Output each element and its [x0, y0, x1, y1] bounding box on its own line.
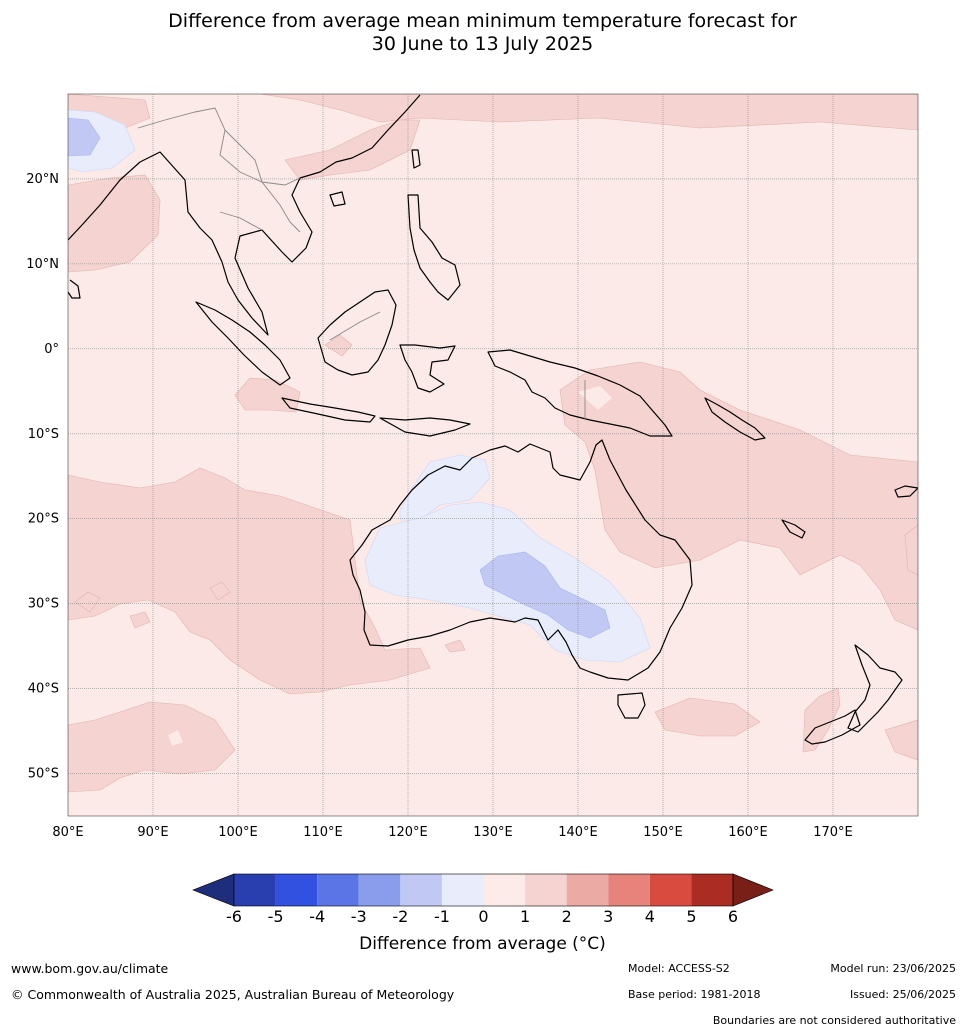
borneo-coastline	[317, 289, 397, 376]
latitude-label: 40°S	[28, 682, 59, 697]
colorbar-title: Difference from average (°C)	[359, 934, 606, 954]
solomon-islands-coastline	[704, 397, 766, 441]
latitude-labels: 20°N 10°N 0° 10°S 20°S 30°S 40°S 50°S	[26, 172, 59, 782]
coastlines	[68, 94, 918, 745]
latitude-label: 20°N	[26, 172, 59, 187]
title-line-1: Difference from average mean minimum tem…	[168, 10, 797, 32]
map-title: Difference from average mean minimum tem…	[0, 10, 965, 56]
model-text: Model: ACCESS-S2	[628, 962, 730, 975]
colorbar-tick-label: -3	[351, 907, 367, 926]
title-line-2: 30 June to 13 July 2025	[371, 33, 594, 55]
australia-coastline	[349, 439, 693, 681]
colorbar-bin	[608, 874, 650, 906]
colorbar-bin	[566, 874, 609, 906]
colorbar-tick-label: 3	[603, 907, 613, 926]
india-coastline	[68, 279, 81, 299]
longitude-label: 140°E	[558, 825, 598, 840]
colorbar-tick-label: 2	[562, 907, 572, 926]
longitude-label: 110°E	[303, 825, 343, 840]
country-borders	[137, 107, 586, 420]
new-zealand-coastline	[804, 644, 903, 745]
anomaly-regions-warm	[68, 94, 918, 793]
colorbar-tick-label: 0	[478, 907, 488, 926]
colorbar-bin	[358, 874, 401, 906]
latitude-label: 10°S	[28, 427, 59, 442]
asia-coastline	[68, 94, 421, 336]
fiji-coastline	[894, 485, 918, 498]
colorbar-bin	[234, 874, 276, 906]
colorbar-frame	[233, 873, 734, 907]
colorbar-tick-label: -2	[392, 907, 408, 926]
lesser-sunda-coastline	[379, 417, 471, 437]
colorbar-bin	[441, 874, 484, 906]
colorbar-bin	[400, 874, 442, 906]
colorbar-extend-high	[732, 873, 774, 907]
issued-text: Issued: 25/06/2025	[849, 988, 956, 1001]
new-caledonia-coastline	[781, 519, 806, 539]
longitude-label: 150°E	[643, 825, 683, 840]
colorbar-tick-label: -1	[434, 907, 450, 926]
sulawesi-coastline	[399, 344, 456, 393]
colorbar-tick-label: 5	[686, 907, 696, 926]
latitude-label: 50°S	[28, 767, 59, 782]
model-run-text: Model run: 23/06/2025	[830, 962, 956, 975]
anomaly-holes	[168, 386, 612, 746]
longitude-label: 80°E	[52, 825, 83, 840]
map-frame	[67, 93, 919, 817]
longitude-label: 90°E	[137, 825, 168, 840]
base-period-text: Base period: 1981-2018	[628, 988, 761, 1001]
new-guinea-coastline	[487, 349, 673, 437]
colorbar-tick-label: -4	[309, 907, 325, 926]
colorbar-bin	[483, 874, 526, 906]
sumatra-coastline	[195, 301, 291, 386]
latitude-label: 30°S	[28, 597, 59, 612]
philippines-coastline	[407, 194, 461, 301]
colorbar-bin	[649, 874, 692, 906]
map-area	[68, 94, 918, 816]
map-gridlines	[68, 94, 918, 816]
colorbar-tick-label: 6	[728, 907, 738, 926]
latitude-label: 20°S	[28, 512, 59, 527]
tasmania-coastline	[617, 692, 646, 719]
longitude-label: 120°E	[388, 825, 428, 840]
taiwan-coastline	[411, 149, 421, 169]
copyright-text: © Commonwealth of Australia 2025, Austra…	[11, 987, 455, 1002]
latitude-label: 0°	[44, 342, 59, 357]
disclaimer-text: Boundaries are not considered authoritat…	[712, 1014, 956, 1027]
colorbar-bin	[691, 874, 733, 906]
anomaly-regions-cold	[68, 117, 611, 639]
longitude-label: 170°E	[813, 825, 853, 840]
longitude-label: 130°E	[473, 825, 513, 840]
colorbar-tick-label: -6	[226, 907, 242, 926]
colorbar-tick-label: 1	[520, 907, 530, 926]
colorbar-tick-label: -5	[268, 907, 284, 926]
latitude-label: 10°N	[26, 257, 59, 272]
colorbar-bin	[275, 874, 318, 906]
java-coastline	[281, 397, 376, 423]
hainan-coastline	[329, 191, 346, 207]
colorbar-bin	[317, 874, 359, 906]
website-link[interactable]: www.bom.gov.au/climate	[11, 961, 169, 976]
longitude-labels: 80°E 90°E 100°E 110°E 120°E 130°E 140°E 150°E 16…	[52, 825, 852, 840]
colorbar-bin	[525, 874, 567, 906]
colorbar-tick-label: 4	[645, 907, 655, 926]
longitude-label: 100°E	[218, 825, 258, 840]
colorbar-extend-low	[192, 873, 235, 907]
colorbar: -6 -5 -4 -3 -2 -1 0 1 2 3 4 5 6	[192, 873, 774, 926]
longitude-label: 160°E	[728, 825, 768, 840]
